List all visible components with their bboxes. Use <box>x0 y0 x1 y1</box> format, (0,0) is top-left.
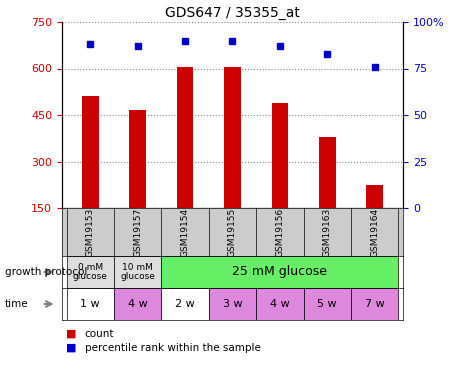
Bar <box>129 110 146 208</box>
Bar <box>224 67 241 208</box>
Bar <box>209 288 256 320</box>
Text: 3 w: 3 w <box>223 299 242 309</box>
Text: percentile rank within the sample: percentile rank within the sample <box>85 343 261 353</box>
Text: 25 mM glucose: 25 mM glucose <box>232 266 327 279</box>
Text: 7 w: 7 w <box>365 299 384 309</box>
Text: GSM19164: GSM19164 <box>370 207 379 256</box>
Text: growth protocol: growth protocol <box>5 267 87 277</box>
Bar <box>161 288 209 320</box>
Title: GDS647 / 35355_at: GDS647 / 35355_at <box>165 6 300 20</box>
Text: 10 mM
glucose: 10 mM glucose <box>120 262 155 281</box>
Bar <box>272 103 288 208</box>
Bar <box>161 256 398 288</box>
Bar <box>319 137 336 208</box>
Text: GSM19156: GSM19156 <box>275 207 284 256</box>
Text: GSM19163: GSM19163 <box>323 207 332 256</box>
Bar <box>351 288 398 320</box>
Text: 0 mM
glucose: 0 mM glucose <box>73 262 108 281</box>
Bar <box>82 96 98 208</box>
Bar <box>304 288 351 320</box>
Text: GSM19155: GSM19155 <box>228 207 237 256</box>
Bar <box>114 256 161 288</box>
Bar <box>256 288 304 320</box>
Text: time: time <box>5 299 28 309</box>
Text: ■: ■ <box>66 329 77 339</box>
Text: 4 w: 4 w <box>128 299 147 309</box>
Bar <box>114 288 161 320</box>
Text: count: count <box>85 329 114 339</box>
Bar <box>366 185 383 208</box>
Text: 5 w: 5 w <box>317 299 337 309</box>
Bar <box>66 288 114 320</box>
Bar <box>177 67 193 208</box>
Text: 1 w: 1 w <box>81 299 100 309</box>
Bar <box>66 256 114 288</box>
Text: GSM19154: GSM19154 <box>180 207 190 256</box>
Text: 4 w: 4 w <box>270 299 290 309</box>
Text: GSM19157: GSM19157 <box>133 207 142 256</box>
Text: GSM19153: GSM19153 <box>86 207 95 256</box>
Text: ■: ■ <box>66 343 77 353</box>
Text: 2 w: 2 w <box>175 299 195 309</box>
